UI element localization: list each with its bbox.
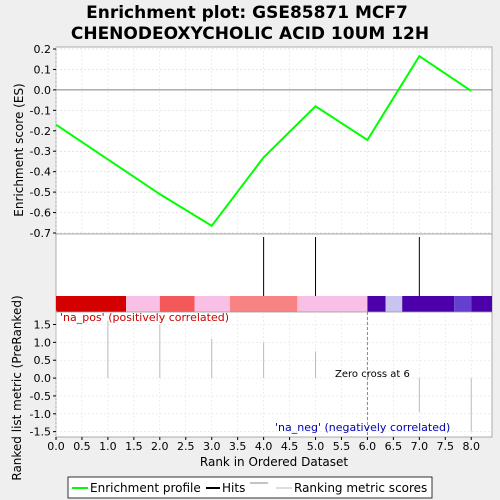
es-tick-label: 0.0 (34, 84, 52, 97)
x-tick-label: 3.5 (229, 440, 247, 453)
enrichment-profile-line (55, 54, 472, 228)
es-tick-label: -0.1 (30, 104, 51, 117)
metric-tick-label: -0.5 (30, 390, 51, 403)
x-tick-label: 8.0 (462, 440, 480, 453)
es-tick-label: -0.6 (30, 207, 51, 220)
x-tick-label: 2.0 (151, 440, 169, 453)
es-panel (55, 46, 493, 235)
es-tick-label: -0.2 (30, 125, 51, 138)
es-tick-label: -0.5 (30, 186, 51, 199)
x-tick-label: 4.0 (255, 440, 273, 453)
chart-title-line2: CHENODEOXYCHOLIC ACID 10UM 12H (71, 24, 429, 44)
color-band (402, 296, 455, 312)
metric-tick-label: 0.5 (34, 354, 52, 367)
metric-axis-label: Ranked list metric (PreRanked) (10, 295, 24, 480)
color-band (367, 296, 386, 312)
x-tick-label: 5.0 (307, 440, 325, 453)
x-tick-label: 0.0 (47, 440, 65, 453)
color-band (229, 296, 298, 312)
x-tick-label: 1.0 (99, 440, 117, 453)
x-tick-label: 4.5 (281, 440, 299, 453)
x-tick-label: 2.5 (177, 440, 195, 453)
color-band (56, 296, 127, 312)
x-tick-label: 0.5 (73, 440, 91, 453)
legend-label-hits: Hits (222, 481, 245, 495)
legend-label-ranking-metric: Ranking metric scores (294, 481, 427, 495)
legend (67, 476, 433, 499)
color-band (297, 296, 368, 312)
es-tick-label: -0.3 (30, 145, 51, 158)
es-tick-label: 0.1 (34, 63, 52, 76)
es-tick-label: -0.7 (30, 227, 51, 240)
metric-panel (55, 311, 493, 438)
x-axis-label: Rank in Ordered Dataset (200, 455, 348, 469)
x-tick-label: 6.0 (359, 440, 377, 453)
positive-correlation-label: 'na_pos' (positively correlated) (60, 311, 229, 324)
color-band (385, 296, 403, 312)
x-tick-label: 7.0 (411, 440, 429, 453)
color-band (454, 296, 472, 312)
legend-label-enrichment-profile: Enrichment profile (90, 481, 201, 495)
zero-cross-label: Zero cross at 6 (335, 369, 410, 380)
metric-tick-label: 1.5 (34, 319, 52, 332)
color-band (471, 296, 492, 312)
metric-tick-label: 1.0 (34, 336, 52, 349)
es-tick-label: -0.4 (30, 166, 51, 179)
x-tick-label: 5.5 (333, 440, 351, 453)
color-band (194, 296, 230, 312)
es-tick-label: 0.2 (34, 43, 52, 56)
metric-tick-label: -1.5 (30, 426, 51, 439)
metric-tick-label: -1.0 (30, 408, 51, 421)
chart-title-line1: Enrichment plot: GSE85871 MCF7 (86, 3, 408, 23)
es-axis-label: Enrichment score (ES) (12, 83, 26, 216)
color-band (126, 296, 160, 312)
x-tick-label: 6.5 (385, 440, 403, 453)
x-tick-label: 1.5 (125, 440, 143, 453)
metric-tick-label: 0.0 (34, 372, 52, 385)
color-band (159, 296, 195, 312)
negative-correlation-label: 'na_neg' (negatively correlated) (275, 421, 450, 434)
x-tick-label: 3.0 (203, 440, 221, 453)
x-tick-label: 7.5 (437, 440, 455, 453)
